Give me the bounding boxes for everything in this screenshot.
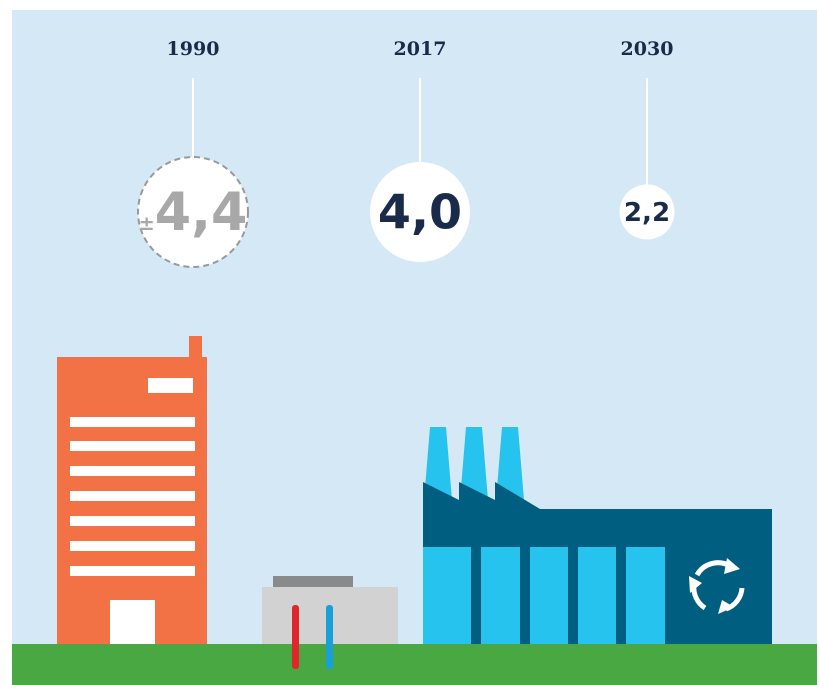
bubble-label: ±4,4 (139, 183, 248, 243)
hot-pipe (292, 605, 299, 669)
year-label: 1990 (167, 38, 220, 60)
bubble-label: 2,2 (624, 198, 670, 228)
year-label: 2030 (621, 38, 674, 60)
cold-pipe (326, 605, 333, 669)
office-building (57, 336, 207, 644)
bubble-label: 4,0 (378, 186, 462, 241)
year-label: 2017 (394, 38, 447, 60)
ground (12, 644, 817, 685)
infographic: 1990 ±4,4 2017 4,0 2030 2,2 (0, 0, 819, 685)
